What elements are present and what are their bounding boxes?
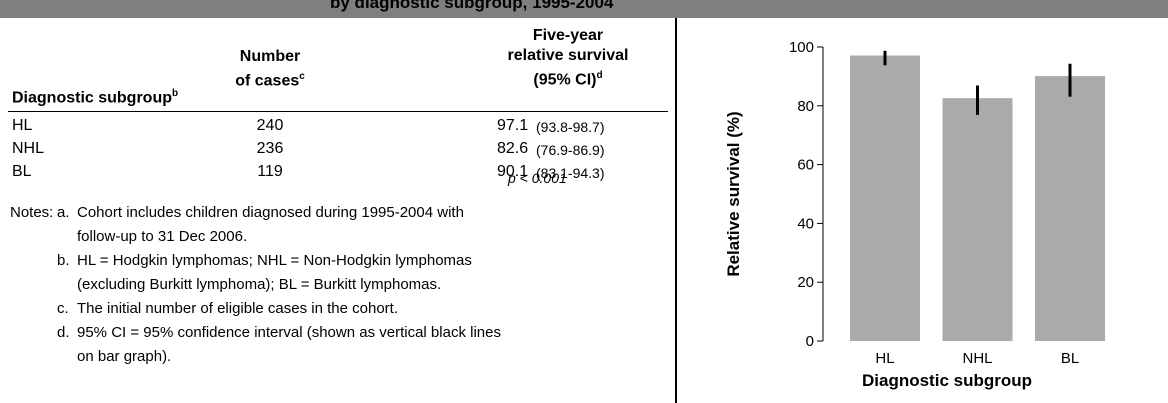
cases-cell: 119 xyxy=(257,163,283,180)
footnote-mark: b xyxy=(172,88,179,99)
subgroup-cell: HL xyxy=(12,117,33,134)
y-tick-label: 20 xyxy=(797,274,814,291)
y-tick-label: 40 xyxy=(797,215,814,232)
y-tick-label: 0 xyxy=(806,333,814,350)
col-header-text: Diagnostic subgroup xyxy=(12,89,172,107)
note-text: Cohort includes children diagnosed durin… xyxy=(77,204,464,221)
notes-label: Notes: xyxy=(10,204,54,221)
col-header: Number of casesc xyxy=(235,47,305,91)
col-header: Five-year relative survival (95% CI)d xyxy=(508,26,629,90)
y-tick-label: 60 xyxy=(797,157,814,174)
x-tick-label: NHL xyxy=(962,350,992,367)
note-text: follow-up to 31 Dec 2006. xyxy=(77,228,248,245)
bar xyxy=(942,98,1013,341)
col-header-line: (95% CI) xyxy=(533,71,597,89)
x-tick-label: BL xyxy=(1061,350,1079,367)
note-marker: b. xyxy=(57,252,70,269)
bar xyxy=(850,55,920,341)
subgroup-cell: NHL xyxy=(12,140,45,157)
note-text: 95% CI = 95% confidence interval (shown … xyxy=(77,324,501,341)
col-header-line: Five-year xyxy=(532,27,604,44)
footnote-mark: d xyxy=(596,70,603,81)
x-axis-label: Diagnostic subgroup xyxy=(862,371,1032,390)
y-tick-label: 80 xyxy=(797,98,814,115)
note-text: on bar graph). xyxy=(77,348,172,365)
x-tick-label: HL xyxy=(875,350,894,367)
p-value: p < 0.001 xyxy=(508,170,567,186)
subgroup-cell: BL xyxy=(12,163,32,180)
survival-cell: 82.6 xyxy=(497,140,529,157)
survival-cell: 90.1 xyxy=(497,163,529,180)
cases-cell: 240 xyxy=(256,117,284,134)
ci-cell: (76.9-86.9) xyxy=(536,142,605,158)
note-text: (excluding Burkitt lymphoma); BL = Burki… xyxy=(77,276,442,293)
note-marker: a. xyxy=(57,204,70,221)
header-title: by diagnostic subgroup, 1995-2004 xyxy=(330,0,614,12)
col-header-line: of cases xyxy=(235,72,300,90)
ci-cell: (83.1-94.3) xyxy=(536,165,605,181)
divider xyxy=(675,18,677,403)
y-axis-label: Relative survival (%) xyxy=(724,111,743,276)
note-marker: c. xyxy=(57,300,69,317)
note-text: HL = Hodgkin lymphomas; NHL = Non-Hodgki… xyxy=(77,252,472,269)
bar xyxy=(1035,76,1105,341)
cases-cell: 236 xyxy=(256,140,284,157)
col-header-line: relative survival xyxy=(507,47,629,64)
note-text: The initial number of eligible cases in … xyxy=(77,300,399,317)
col-header: Diagnostic subgroupb xyxy=(12,84,178,108)
header-rule xyxy=(8,111,668,112)
ci-cell: (93.8-98.7) xyxy=(536,119,605,135)
col-header-line: Number xyxy=(239,48,301,65)
survival-cell: 97.1 xyxy=(497,117,529,134)
header-bar: by diagnostic subgroup, 1995-2004 xyxy=(0,0,1168,18)
y-tick-label: 100 xyxy=(789,39,814,56)
chart: Relative survival (%) Diagnostic subgrou… xyxy=(724,39,1105,390)
footnote-mark: c xyxy=(299,71,305,82)
note-marker: d. xyxy=(57,324,70,341)
